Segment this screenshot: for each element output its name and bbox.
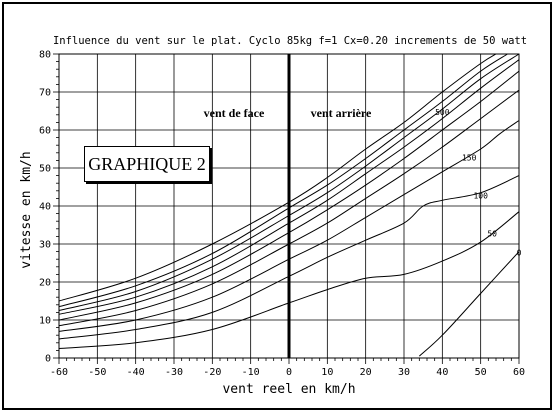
x-tick-label: -50 [88, 367, 106, 378]
curve-label-0: 0 [517, 248, 522, 257]
x-tick-label: 60 [513, 367, 525, 378]
x-tick-label: 40 [436, 367, 448, 378]
x-tick-label: -10 [242, 367, 260, 378]
y-tick-label: 50 [39, 164, 51, 175]
axis-ticks: -60 -50 -40 -30 -20 -10 0 10 20 30 40 50 60 0 10 20 30 40… [39, 50, 525, 379]
curve-label-150: 150 [462, 153, 477, 162]
graph-label-box: GRAPHIQUE 2 [84, 146, 210, 182]
chart-title: Influence du vent sur le plat. Cyclo 85k… [53, 35, 527, 47]
series-line-250 [58, 70, 520, 321]
series-line-50 [58, 211, 520, 349]
x-tick-label: -30 [165, 367, 183, 378]
x-tick-label: -20 [203, 367, 221, 378]
series-line-0 [418, 251, 520, 357]
y-tick-label: 70 [39, 88, 51, 99]
headwind-label: vent de face [204, 106, 265, 120]
series-group [58, 53, 520, 357]
series-line-350 [58, 53, 520, 311]
grid [58, 53, 520, 359]
x-tick-label: 50 [475, 367, 487, 378]
graph-label: GRAPHIQUE 2 [88, 154, 206, 174]
x-tick-label: -60 [50, 367, 68, 378]
y-tick-label: 30 [39, 240, 51, 251]
y-tick-label: 60 [39, 126, 51, 137]
series-line-200 [58, 89, 520, 327]
x-axis-label: vent reel en km/h [222, 382, 355, 397]
y-tick-label: 10 [39, 316, 51, 327]
x-tick-label: 30 [398, 367, 410, 378]
x-tick-label: 20 [360, 367, 372, 378]
tailwind-label: vent arrière [311, 106, 372, 120]
x-tick-label: 0 [286, 367, 292, 378]
y-tick-label: 0 [45, 354, 51, 365]
series-line-500 [58, 53, 497, 302]
curve-label-100: 100 [473, 191, 488, 200]
series-line-100 [58, 175, 520, 340]
series-line-150 [58, 120, 520, 332]
series-line-400 [58, 53, 508, 308]
y-tick-label: 80 [39, 50, 51, 61]
x-tick-label: 10 [321, 367, 333, 378]
series-line-300 [58, 59, 520, 315]
y-tick-label: 40 [39, 202, 51, 213]
curve-label-500: 500 [435, 108, 450, 117]
y-tick-label: 20 [39, 278, 51, 289]
curve-label-50: 50 [487, 229, 497, 238]
y-axis-label: vitesse en km/h [19, 151, 34, 268]
x-tick-label: -40 [127, 367, 145, 378]
